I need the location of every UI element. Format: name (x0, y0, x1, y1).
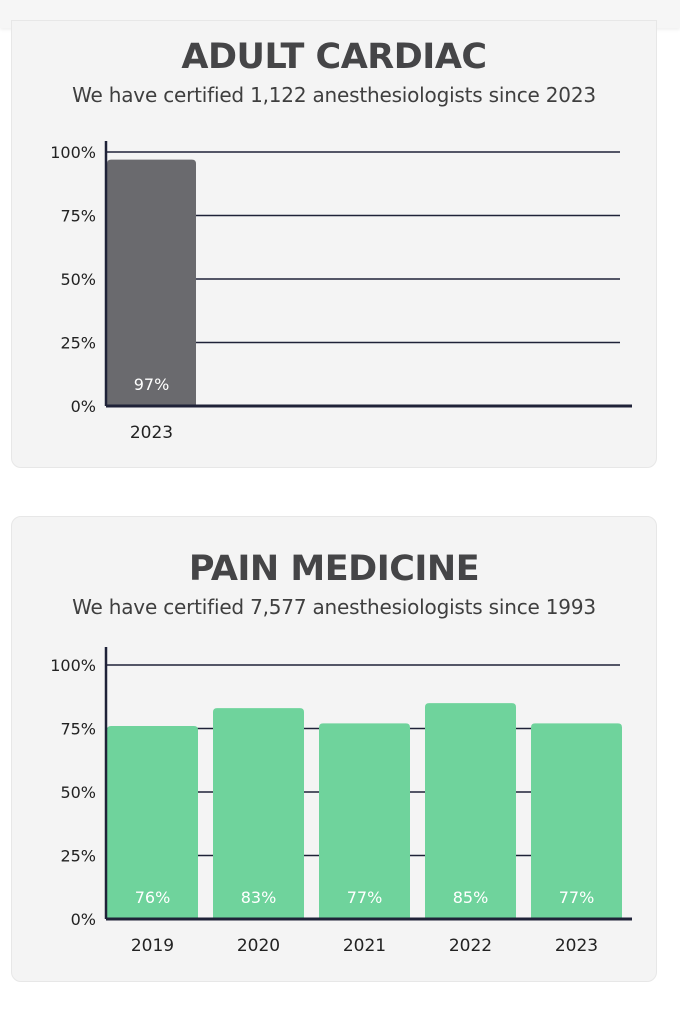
bar-value-label: 77% (559, 888, 595, 907)
y-tick-label: 100% (50, 656, 96, 675)
bar (107, 725, 198, 919)
bar (319, 723, 410, 919)
bar (531, 723, 622, 919)
adult-cardiac-card: ADULT CARDIAC We have certified 1,122 an… (11, 20, 657, 468)
bar-value-label: 76% (135, 888, 171, 907)
bar-value-label: 77% (347, 888, 383, 907)
x-tick-label: 2021 (343, 936, 386, 956)
bar (107, 159, 196, 406)
x-tick-label: 2020 (237, 936, 280, 956)
y-tick-label: 50% (60, 270, 96, 289)
x-tick-label: 2022 (449, 936, 492, 956)
y-tick-label: 25% (60, 847, 96, 866)
y-tick-label: 0% (71, 910, 96, 929)
bar-value-label: 97% (134, 375, 170, 394)
card-subtitle: We have certified 7,577 anesthesiologist… (72, 595, 596, 619)
bar (213, 708, 304, 919)
y-tick-label: 75% (60, 207, 96, 226)
adult-cardiac-chart: 0% 25% 50% 75% 100% 97% 2023 (50, 141, 632, 443)
y-tick-label: 50% (60, 783, 96, 802)
card-title: PAIN MEDICINE (188, 549, 480, 589)
bar-value-label: 85% (453, 888, 489, 907)
y-tick-label: 0% (71, 397, 96, 416)
x-tick-label: 2019 (131, 936, 174, 956)
bar-value-label: 83% (241, 888, 277, 907)
x-tick-label: 2023 (555, 936, 598, 956)
y-tick-label: 25% (60, 334, 96, 353)
x-tick-label: 2023 (130, 423, 173, 443)
card-subtitle: We have certified 1,122 anesthesiologist… (72, 83, 596, 107)
card-title: ADULT CARDIAC (181, 37, 487, 77)
bar (425, 703, 516, 919)
y-tick-label: 75% (60, 720, 96, 739)
pain-medicine-chart: 0% 25% 50% 75% 100% 76% 2019 83% 2020 77% 2021 85% 2… (50, 647, 632, 956)
pain-medicine-card: PAIN MEDICINE We have certified 7,577 an… (11, 516, 657, 982)
y-tick-label: 100% (50, 143, 96, 162)
